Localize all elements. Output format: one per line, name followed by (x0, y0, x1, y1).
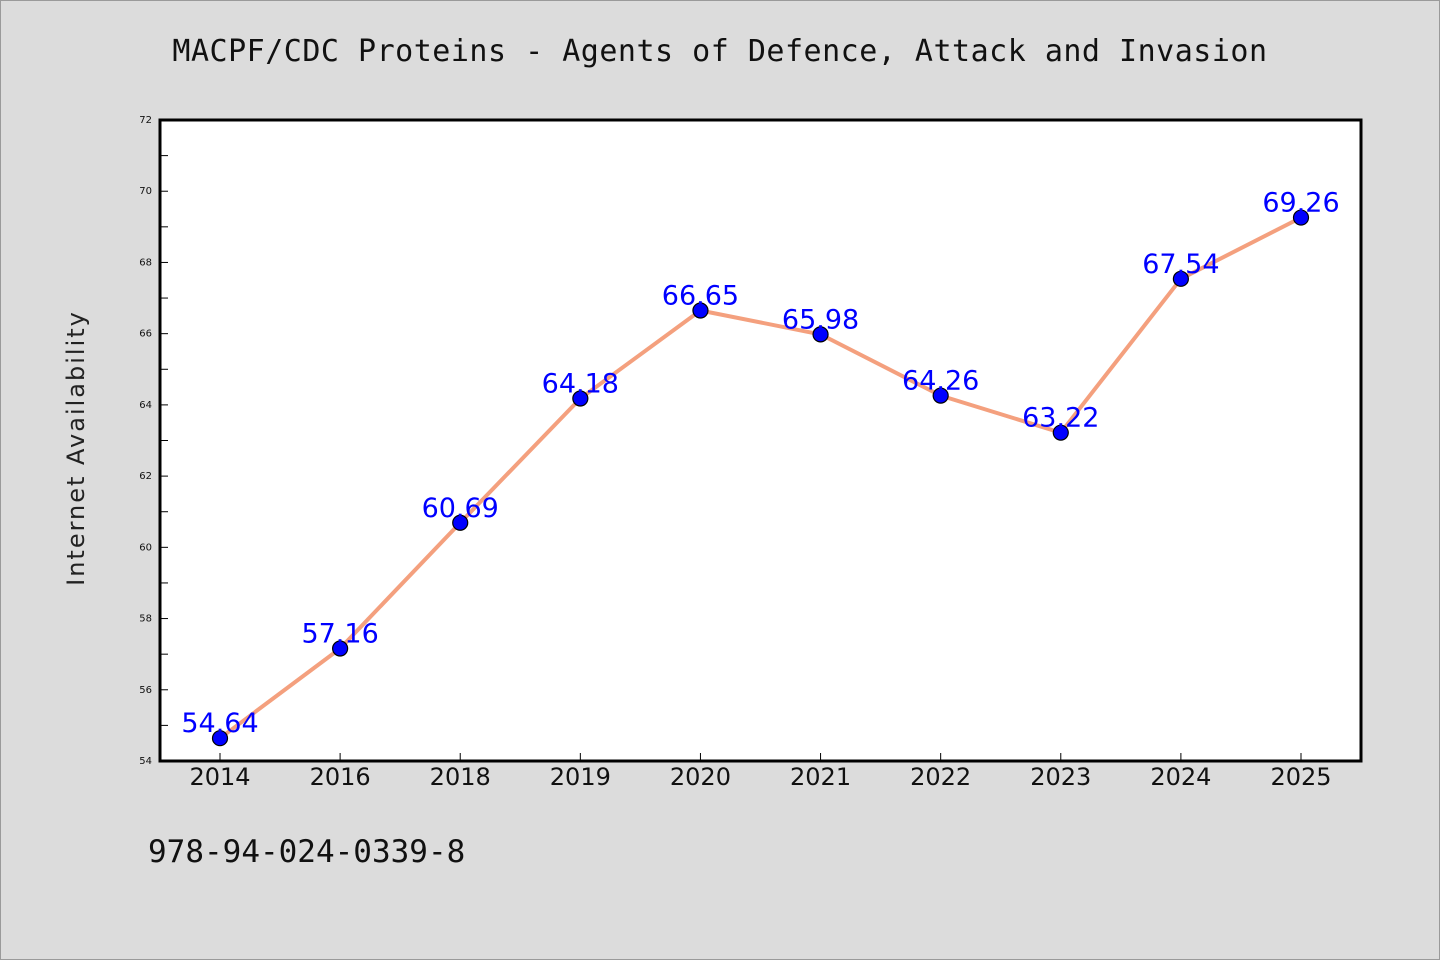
y-tick-label: 62 (139, 471, 152, 482)
data-point (1172, 270, 1189, 287)
data-label: 69.26 (1262, 188, 1339, 219)
data-point (452, 514, 469, 531)
data-point (572, 390, 589, 407)
x-tick-label: 2016 (310, 763, 371, 791)
x-tick-label: 2020 (670, 763, 731, 791)
data-label: 63.22 (1022, 403, 1099, 434)
x-tick-label: 2025 (1270, 763, 1331, 791)
y-tick-label: 58 (139, 614, 152, 625)
y-tick-label: 54 (139, 756, 152, 767)
y-tick-label: 56 (139, 685, 152, 696)
y-tick-label: 68 (139, 257, 152, 268)
y-tick-label: 72 (139, 115, 152, 126)
x-axis: 2014 2016 2018 2019 2020 2021 2022 2023 2024 2025 (189, 753, 1332, 791)
x-tick-label: 2019 (550, 763, 611, 791)
footer-code: 978-94-024-0339-8 (148, 834, 466, 870)
x-tick-label: 2023 (1030, 763, 1091, 791)
data-labels: 54.64 57.16 60.69 64.18 66.65 65.98 64.26 63.22… (181, 188, 1339, 740)
data-label: 66.65 (662, 281, 739, 312)
data-point (1052, 424, 1069, 441)
data-point (211, 730, 229, 747)
data-label: 60.69 (422, 493, 499, 524)
data-markers (211, 209, 1310, 747)
x-tick-label: 2024 (1150, 763, 1211, 791)
data-point (1292, 209, 1310, 226)
plot-area (160, 120, 1361, 761)
data-label: 64.26 (902, 366, 979, 397)
y-tick-label: 66 (139, 329, 152, 340)
chart-title: MACPF/CDC Proteins - Agents of Defence, … (172, 34, 1268, 69)
y-tick-label: 70 (139, 186, 152, 197)
x-tick-label: 2018 (430, 763, 491, 791)
plot-border (158, 118, 1363, 763)
series-line (218, 215, 1303, 741)
x-tick-label: 2021 (790, 763, 851, 791)
y-tick-label: 64 (139, 400, 152, 411)
data-label: 64.18 (542, 368, 619, 399)
y-tick-label: 60 (139, 542, 152, 553)
x-tick-label: 2022 (910, 763, 971, 791)
data-label: 57.16 (301, 618, 378, 649)
data-point (332, 640, 349, 657)
data-point (812, 326, 829, 343)
data-label: 67.54 (1142, 249, 1219, 280)
x-tick-label: 2014 (189, 763, 250, 791)
data-point (692, 302, 709, 319)
data-label: 65.98 (782, 304, 859, 335)
data-label: 54.64 (181, 708, 258, 739)
data-point (932, 387, 949, 404)
